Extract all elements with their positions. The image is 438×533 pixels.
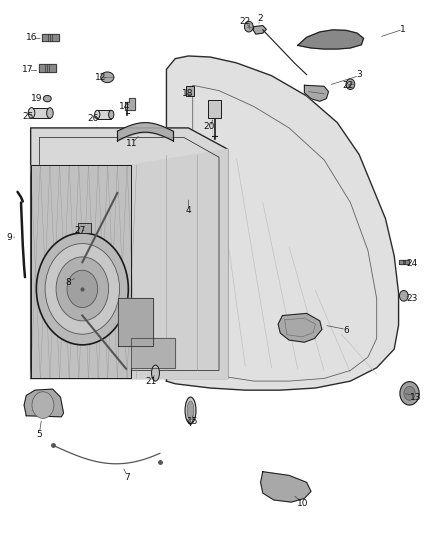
Ellipse shape (95, 110, 100, 119)
Text: 25: 25 (22, 112, 33, 120)
Ellipse shape (187, 401, 194, 420)
Bar (78, 223, 91, 233)
Ellipse shape (43, 95, 51, 102)
Circle shape (400, 382, 419, 405)
Text: 24: 24 (406, 260, 417, 268)
Text: 22: 22 (240, 17, 251, 26)
Text: 8: 8 (65, 278, 71, 287)
Text: 13: 13 (410, 393, 422, 401)
Polygon shape (253, 26, 266, 34)
Circle shape (346, 79, 355, 90)
Ellipse shape (46, 108, 53, 118)
Polygon shape (278, 313, 322, 342)
Text: 19: 19 (31, 94, 42, 103)
Text: 3: 3 (356, 70, 362, 79)
Ellipse shape (109, 110, 114, 119)
Circle shape (244, 21, 253, 32)
Circle shape (32, 392, 54, 418)
Polygon shape (298, 30, 364, 49)
Text: 18: 18 (182, 89, 193, 98)
Text: 23: 23 (406, 294, 417, 303)
Text: 26: 26 (88, 114, 99, 123)
Polygon shape (118, 298, 153, 346)
Polygon shape (131, 338, 175, 368)
Text: 14: 14 (119, 102, 131, 111)
Text: 16: 16 (26, 33, 37, 42)
Polygon shape (24, 389, 64, 417)
Text: 9: 9 (7, 233, 13, 241)
Ellipse shape (28, 108, 35, 118)
Text: 12: 12 (95, 73, 106, 82)
Text: 2: 2 (258, 14, 263, 23)
Circle shape (45, 244, 120, 334)
Ellipse shape (152, 365, 159, 381)
Text: 11: 11 (126, 140, 137, 148)
Polygon shape (399, 260, 409, 264)
Text: 1: 1 (400, 25, 406, 34)
Text: 21: 21 (145, 377, 157, 385)
Bar (97, 110, 111, 119)
Polygon shape (31, 165, 131, 378)
Circle shape (67, 270, 98, 308)
Polygon shape (304, 85, 328, 101)
Polygon shape (31, 128, 228, 378)
Polygon shape (39, 64, 56, 72)
Ellipse shape (101, 72, 114, 83)
Polygon shape (131, 149, 228, 378)
Text: 7: 7 (124, 473, 130, 481)
Polygon shape (261, 472, 311, 502)
Text: 15: 15 (187, 417, 198, 425)
Circle shape (36, 233, 128, 345)
Text: 4: 4 (186, 206, 191, 215)
Circle shape (56, 257, 109, 321)
Polygon shape (42, 34, 59, 41)
Ellipse shape (185, 397, 196, 424)
Circle shape (404, 386, 415, 400)
Text: 27: 27 (74, 226, 85, 235)
Bar (208, 100, 221, 118)
Bar (32, 108, 50, 118)
Text: 5: 5 (36, 430, 42, 439)
Polygon shape (166, 56, 399, 390)
Text: 17: 17 (22, 65, 33, 74)
Bar (186, 86, 194, 96)
Circle shape (399, 290, 408, 301)
Polygon shape (125, 98, 135, 110)
Text: 20: 20 (204, 123, 215, 131)
Text: 22: 22 (343, 81, 354, 90)
Text: 6: 6 (343, 326, 349, 335)
Text: 10: 10 (297, 499, 308, 508)
